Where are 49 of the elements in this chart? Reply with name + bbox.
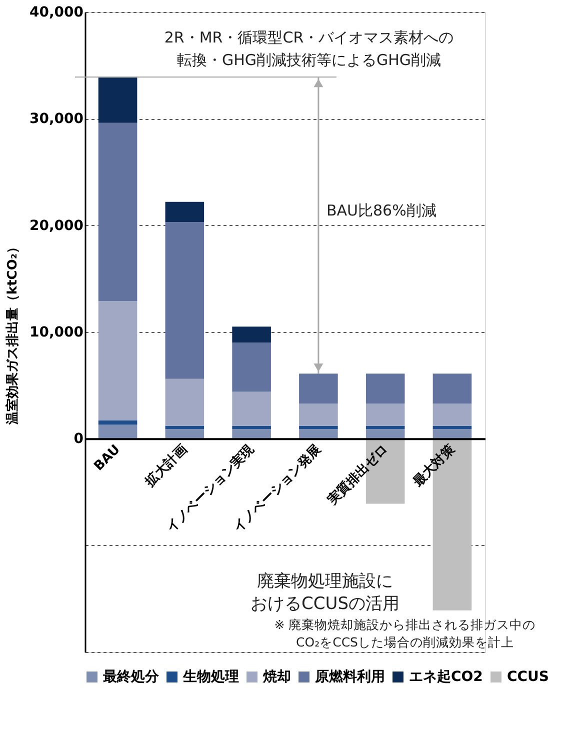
bar	[98, 122, 138, 302]
legend-label: CCUS	[507, 669, 549, 685]
y-tick-label: 20,000	[29, 218, 84, 234]
annotation: 2R・MR・循環型CR・バイオマス素材への	[164, 28, 454, 47]
annotation: BAU比86%削減	[326, 201, 436, 220]
bar	[98, 420, 138, 425]
bar	[232, 429, 271, 439]
legend-label: 生物処理	[182, 669, 239, 685]
annotation: 転換・GHG削減技術等によるGHG削減	[176, 51, 442, 69]
annotation: 廃棄物処理施設に	[257, 572, 393, 592]
bar	[366, 403, 405, 426]
x-tick-label: 拡大計画	[142, 442, 190, 490]
annotation: おけるCCUSの活用	[250, 594, 400, 614]
bar	[366, 374, 405, 404]
x-tick-label: 最大対策	[409, 440, 459, 490]
bar	[299, 429, 338, 439]
bar	[165, 222, 204, 379]
bar	[165, 202, 204, 222]
annotation: CO₂をCCSした場合の削減効果を計上	[296, 634, 514, 650]
bar	[432, 426, 472, 430]
y-tick-label: 30,000	[29, 111, 84, 128]
bar	[432, 374, 472, 404]
bar	[165, 378, 204, 426]
x-tick-label: 実質排出ゼロ	[324, 442, 391, 509]
bar	[165, 426, 204, 430]
bar	[232, 426, 271, 430]
bar	[432, 403, 472, 426]
bar	[232, 392, 271, 426]
bar	[232, 342, 271, 392]
y-tick-label: 40,000	[29, 4, 84, 20]
legend-label: 原燃料利用	[314, 669, 385, 685]
legend-label: 焼却	[262, 669, 291, 685]
bar	[232, 326, 271, 343]
bar	[432, 429, 472, 439]
annotation: ※ 廃棄物焼却施設から排出される排ガス中の	[274, 617, 536, 632]
bar	[98, 77, 138, 123]
legend-label: エネ起CO2	[409, 669, 483, 685]
bar	[299, 403, 338, 426]
bar	[366, 426, 405, 430]
y-axis-title: 温室効果ガス排出量（ktCO₂）	[4, 240, 20, 426]
bar	[299, 426, 338, 430]
y-tick-label: 0	[74, 431, 84, 448]
bar	[299, 374, 338, 404]
bar	[165, 429, 204, 439]
bar	[366, 429, 405, 439]
y-tick-label: 10,000	[29, 324, 84, 340]
legend-label: 最終処分	[102, 669, 160, 685]
bar	[98, 424, 138, 439]
bar	[98, 301, 138, 421]
